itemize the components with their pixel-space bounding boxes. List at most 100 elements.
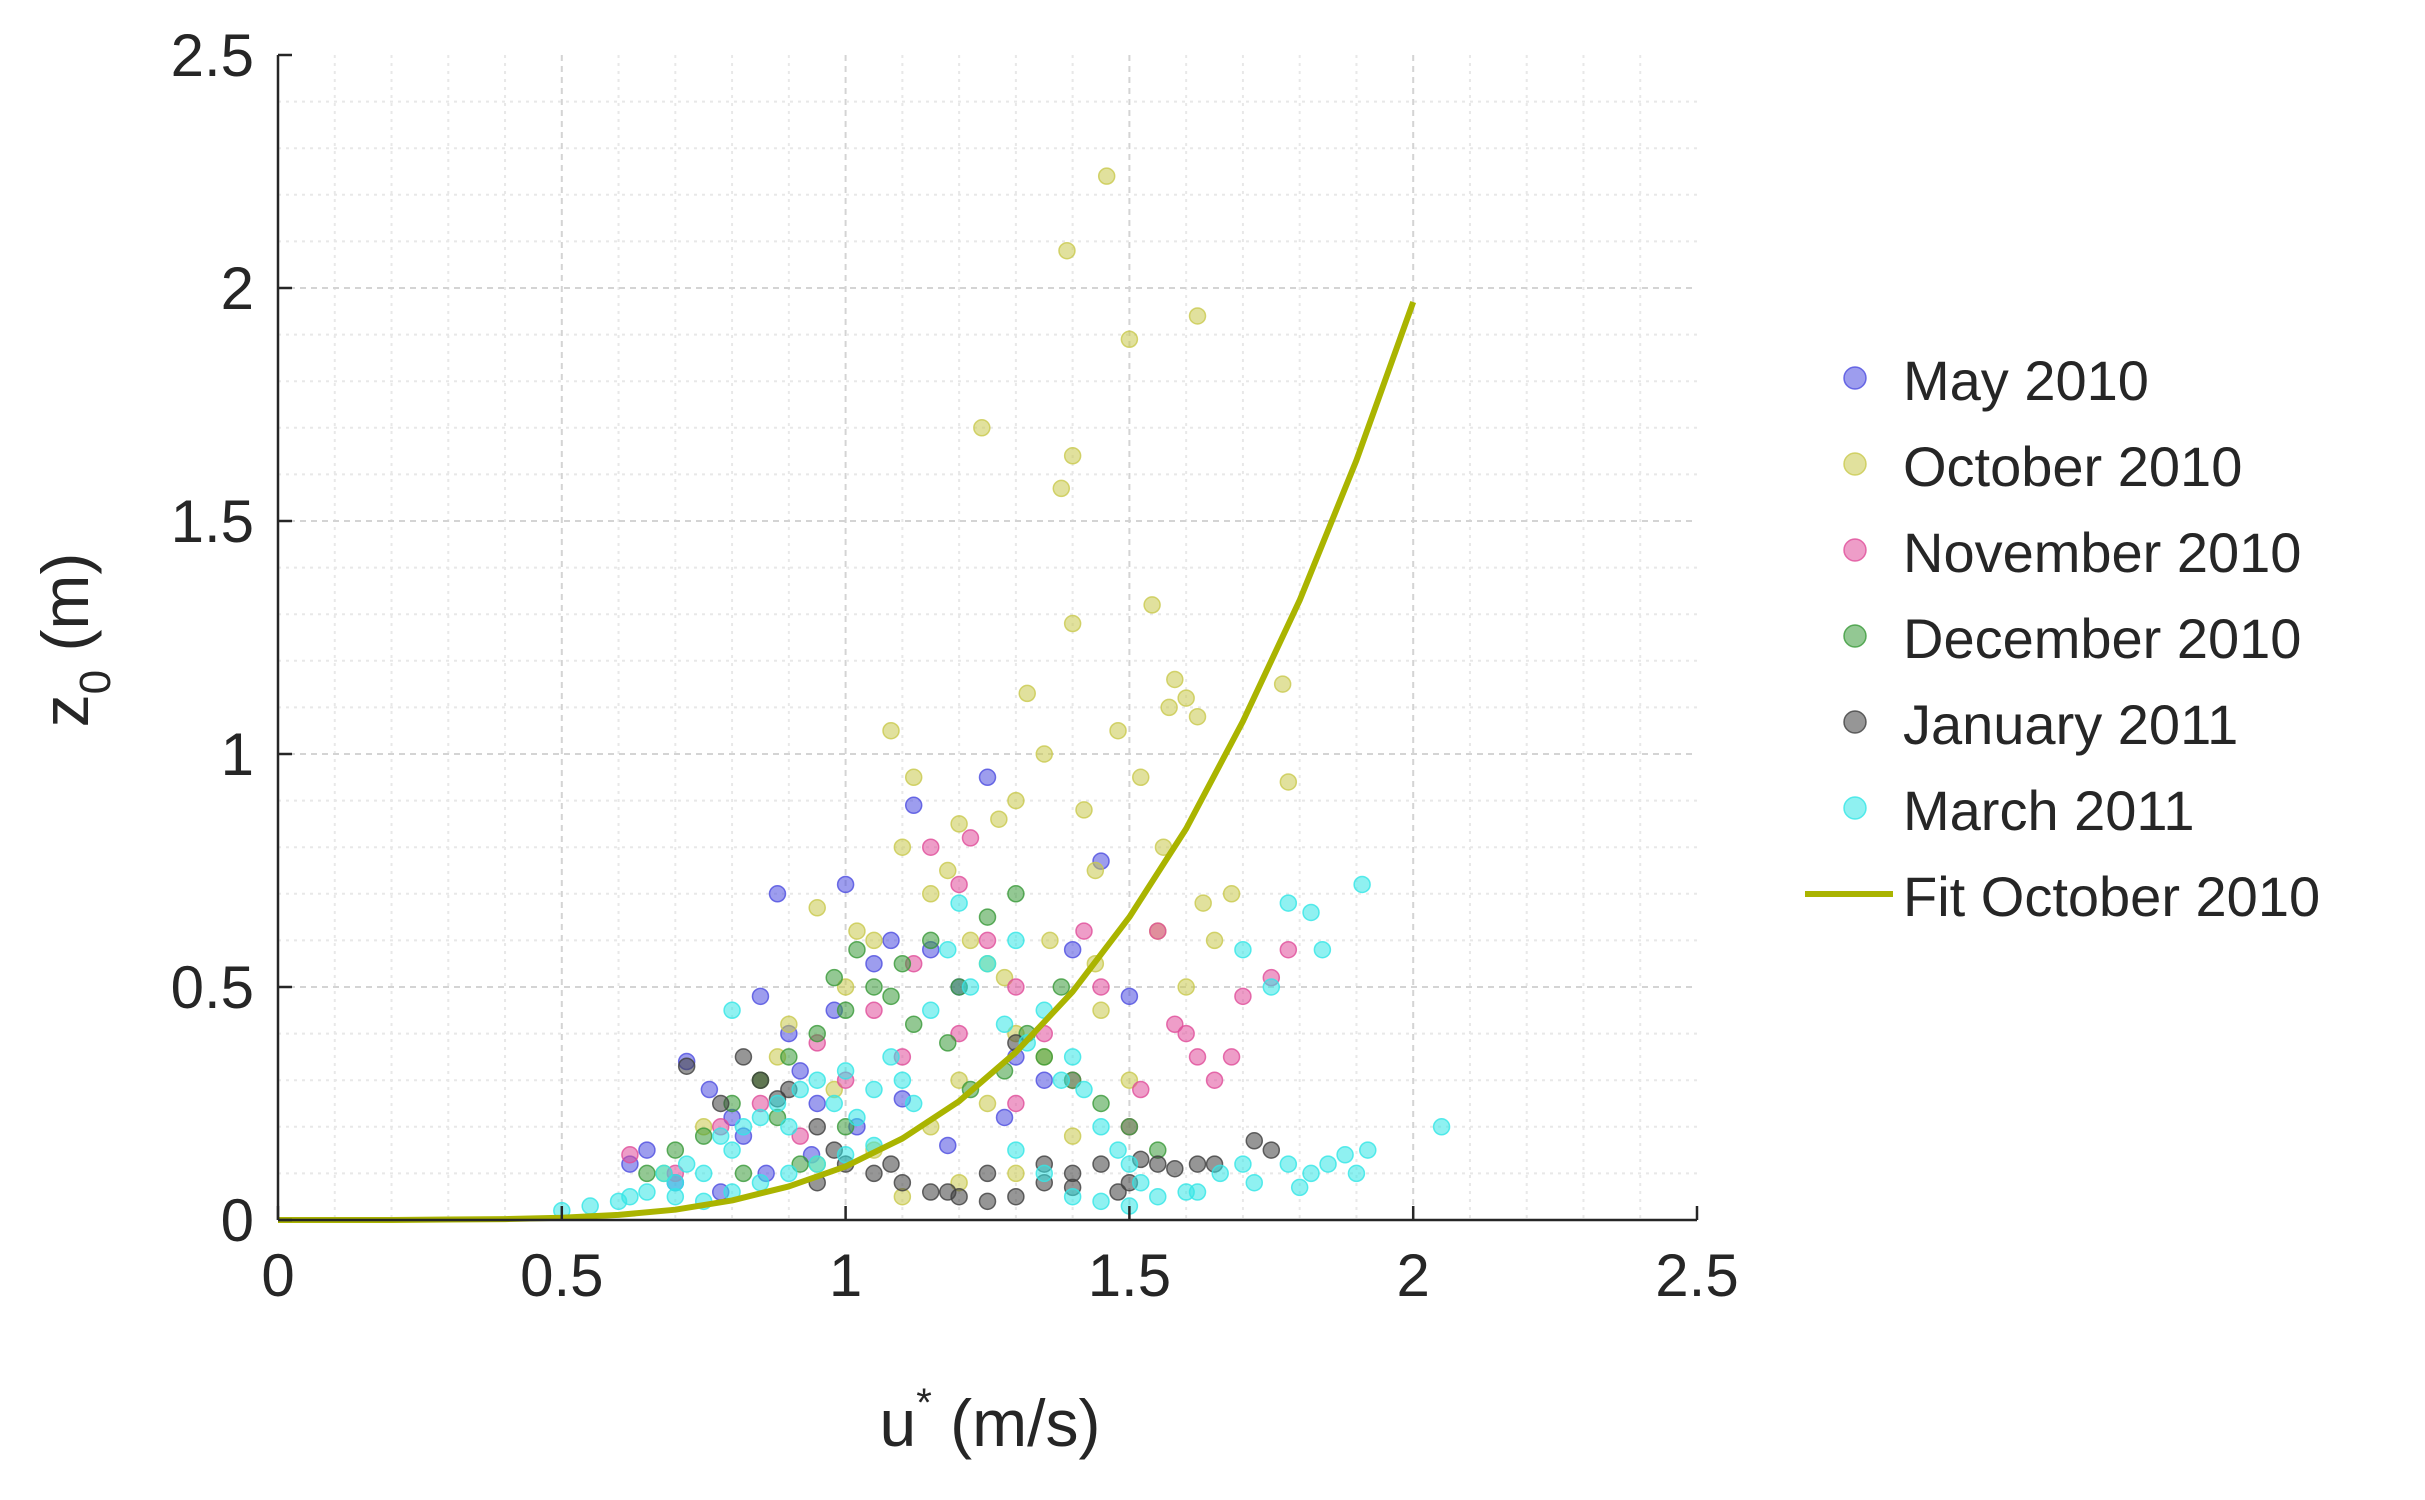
y-tick-label: 1.5 [171,488,254,555]
data-point [723,1001,741,1020]
data-point [1132,768,1150,787]
data-point [1109,721,1127,740]
data-point [751,1071,770,1089]
data-point [1092,1155,1110,1173]
data-point [1109,1183,1127,1201]
data-point [836,1146,855,1164]
data-point [711,1127,730,1145]
data-point [904,1094,923,1113]
data-point [921,1183,940,1201]
data-point [1279,940,1298,959]
data-point [655,1164,673,1183]
data-point [1234,987,1252,1006]
data-point [1245,1132,1264,1150]
data-point [1132,1173,1150,1192]
data-point [882,987,900,1006]
data-point [893,1173,912,1192]
data-point [1149,1155,1167,1173]
data-point [1245,1173,1264,1192]
data-point [791,1062,809,1080]
data-point [995,968,1014,987]
axes [276,53,1699,1222]
data-point [1222,1048,1241,1066]
data-point [1007,931,1025,950]
legend-marker [1843,538,1867,562]
data-point [978,954,997,973]
legend-marker [1843,366,1867,390]
data-point [978,1192,997,1211]
data-point [865,978,883,996]
data-point [921,885,940,903]
data-point [1120,1118,1139,1136]
data-point [1359,1141,1377,1159]
data-point [836,1062,855,1080]
data-point [1149,922,1167,940]
data-point [1052,978,1071,996]
data-point [1177,689,1195,707]
data-point [694,1127,713,1145]
data-point [882,721,900,740]
x-tick-label: 2.5 [1655,1242,1738,1309]
data-point [865,1164,883,1183]
data-point [961,931,980,950]
data-point [1132,1080,1150,1099]
data-point [1075,801,1093,819]
data-point [666,1141,685,1159]
data-point [1092,978,1110,996]
data-point [1319,1155,1337,1173]
data-point [677,1155,696,1173]
legend-label: October 2010 [1903,435,2242,498]
data-point [1041,931,1059,950]
data-point [836,978,855,996]
legend-label: May 2010 [1903,349,2149,412]
data-point [1063,1187,1082,1206]
data-point [808,1155,826,1173]
data-point [1063,940,1082,959]
data-point [1273,675,1292,693]
data-point [882,1048,900,1066]
data-point [677,1057,696,1075]
x-tick-labels: 0 0.5 1 1.5 2 2.5 [261,1242,1738,1309]
data-point [865,931,883,950]
data-point [1086,861,1105,880]
series-5 [553,875,1451,1220]
data-point [1177,1024,1195,1043]
data-point [1262,978,1281,996]
data-point [978,768,997,787]
data-point [921,931,940,950]
data-point [1120,987,1139,1006]
data-point [1052,479,1071,498]
data-point [1075,922,1093,940]
legend-label: March 2011 [1903,779,2195,842]
y-axis-label: z0 (m) [28,553,120,728]
data-point [808,1118,826,1136]
data-point [978,1094,997,1113]
data-point [1058,241,1076,260]
data-point [961,978,980,996]
data-point [808,1024,826,1043]
legend: May 2010 October 2010 November 2010 Decembe… [1805,349,2320,928]
data-point [1120,330,1139,349]
data-point [791,1080,809,1099]
data-point [950,1071,968,1089]
data-point [1063,1048,1082,1066]
data-point [1075,1080,1093,1099]
data-point [1353,875,1371,894]
data-point [1347,1164,1366,1183]
data-point [638,1164,656,1183]
data-point [751,1173,770,1192]
data-point [1302,1164,1320,1183]
data-point [1007,1164,1025,1183]
data-point [1092,1001,1110,1020]
data-point [621,1146,639,1164]
data-point [836,1118,855,1136]
data-point [1188,1048,1207,1066]
y-tick-label: 2 [221,255,254,322]
data-point [734,1164,753,1183]
data-point [723,1141,741,1159]
y-tick-label: 0 [221,1187,254,1254]
data-point [921,1001,940,1020]
series-4 [677,1034,1281,1211]
data-point [1007,791,1025,810]
